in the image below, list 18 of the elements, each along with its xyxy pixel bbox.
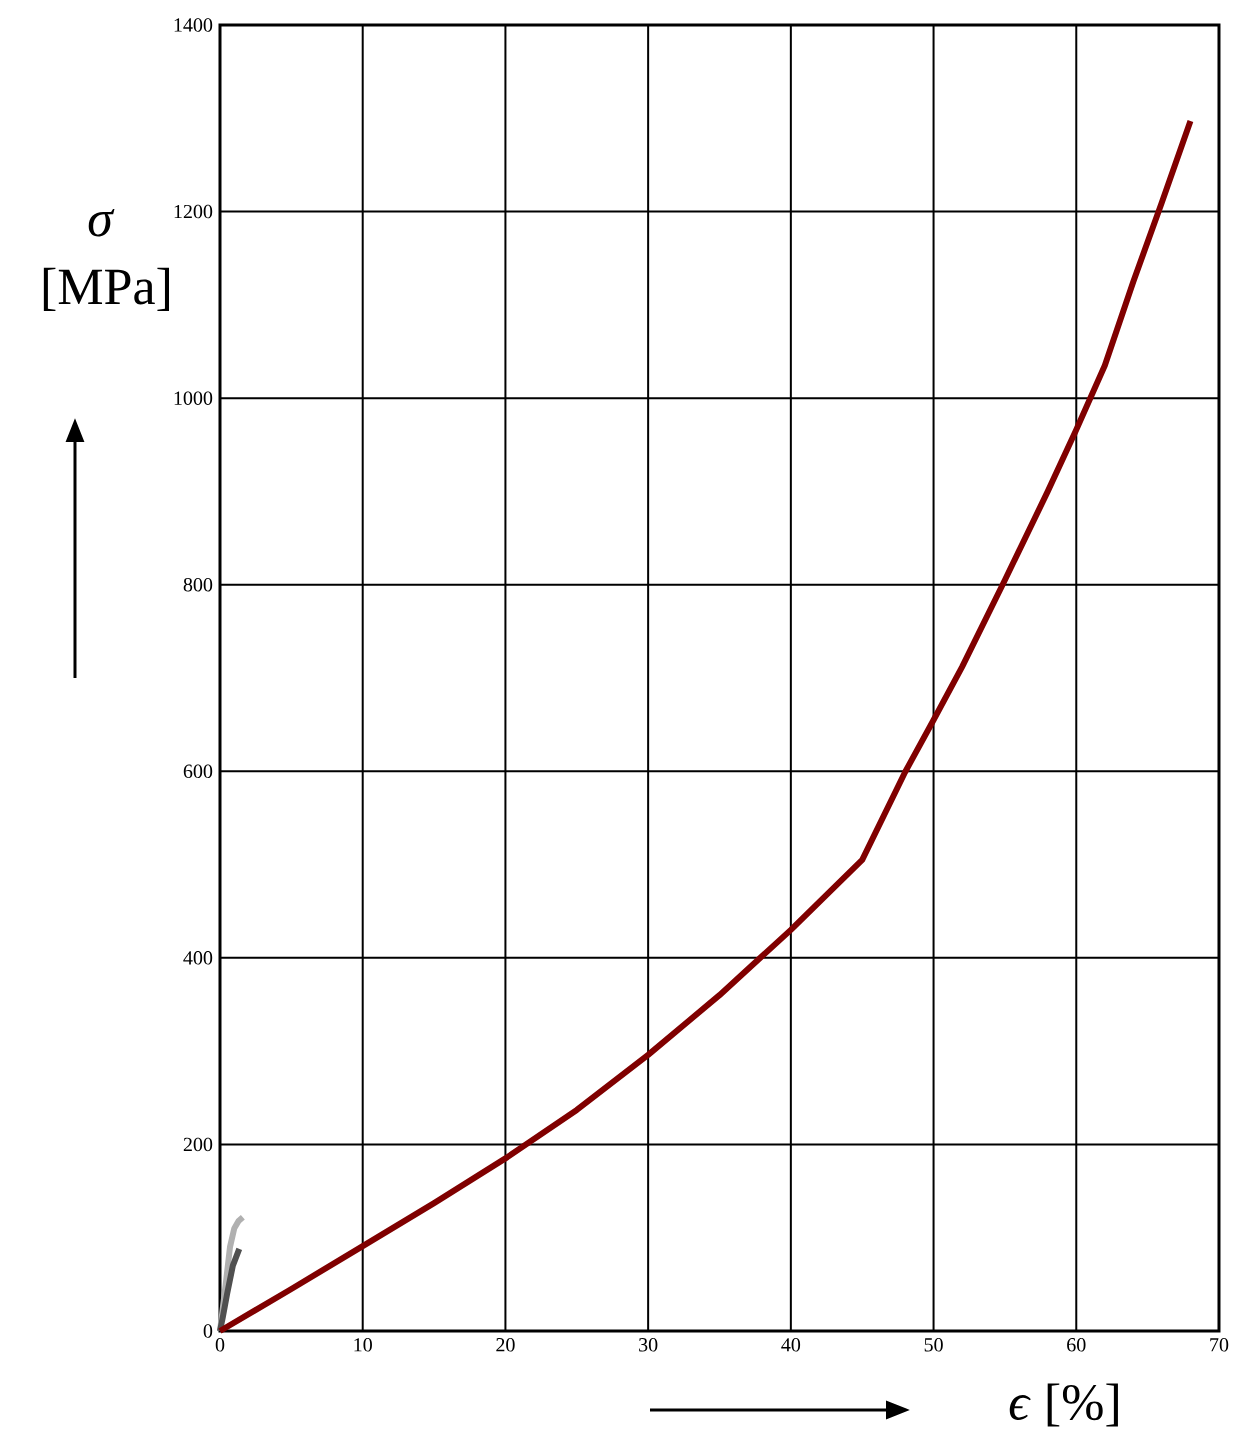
x-axis-title: ϵ [%] — [1009, 1383, 1119, 1427]
x-tick-label: 60 — [1067, 1338, 1086, 1352]
x-tick-label: 50 — [924, 1338, 943, 1352]
y-tick-label: 1000 — [174, 391, 213, 405]
y-tick-label: 400 — [183, 951, 213, 965]
x-tick-label: 10 — [354, 1338, 373, 1352]
y-tick-label: 0 — [203, 1324, 213, 1338]
x-tick-label: 30 — [639, 1338, 658, 1352]
y-tick-label: 800 — [183, 577, 213, 592]
x-tick-label: 70 — [1210, 1338, 1229, 1352]
y-tick-label: 1400 — [174, 18, 213, 32]
y-axis-title: σ [MPa] — [44, 209, 170, 311]
x-tick-label: 20 — [496, 1338, 515, 1352]
x-tick-label: 0 — [215, 1338, 225, 1352]
y-tick-label: 1200 — [174, 204, 213, 219]
y-tick-label: 600 — [183, 764, 213, 779]
y-tick-label: 200 — [183, 1137, 213, 1152]
x-tick-label: 40 — [781, 1338, 801, 1352]
